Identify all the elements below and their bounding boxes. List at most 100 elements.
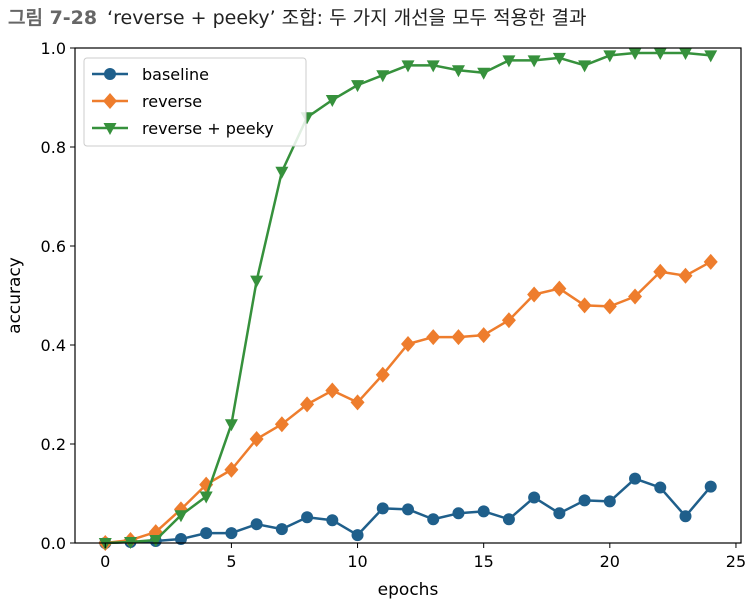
data-point — [476, 327, 491, 344]
legend-label: baseline — [142, 65, 209, 84]
series-baseline — [99, 472, 717, 549]
legend-label: reverse — [142, 92, 202, 111]
data-point — [628, 288, 643, 305]
legend-marker — [104, 68, 116, 80]
data-point — [199, 491, 213, 504]
x-tick-label: 25 — [726, 552, 746, 571]
data-point — [704, 480, 717, 493]
data-point — [629, 472, 642, 485]
data-point — [427, 513, 440, 526]
figure-number: 그림 7-28 — [8, 7, 98, 29]
data-point — [224, 461, 239, 478]
data-point — [274, 416, 289, 433]
data-point — [250, 518, 263, 531]
data-point — [603, 50, 617, 63]
legend-label: reverse + peeky — [142, 119, 274, 138]
data-point — [350, 394, 365, 411]
x-tick-label: 10 — [347, 552, 367, 571]
data-point — [703, 253, 718, 270]
data-point — [552, 280, 567, 297]
data-point — [401, 60, 415, 73]
legend: baseline reverse reverse + peeky — [83, 57, 307, 147]
data-point — [149, 535, 163, 548]
legend-marker — [103, 93, 117, 109]
data-point — [376, 502, 389, 515]
data-point — [174, 510, 188, 523]
x-tick-label: 0 — [100, 552, 110, 571]
data-point — [653, 47, 667, 60]
data-point — [527, 55, 541, 68]
data-point — [426, 60, 440, 73]
legend-entry: reverse — [92, 92, 202, 111]
data-point — [250, 275, 264, 288]
data-point — [275, 166, 289, 179]
data-point — [275, 523, 288, 536]
data-point — [552, 52, 566, 65]
data-point — [326, 514, 339, 527]
data-point — [225, 527, 238, 540]
data-point — [477, 505, 490, 518]
y-tick-label: 0.6 — [41, 237, 66, 256]
data-point — [501, 312, 516, 329]
data-point — [249, 431, 264, 448]
data-point — [477, 67, 491, 80]
data-point — [553, 507, 566, 520]
data-point — [528, 491, 541, 504]
series-line — [105, 260, 712, 545]
y-tick-label: 1.0 — [41, 39, 66, 58]
data-point — [401, 336, 415, 353]
data-point — [376, 70, 390, 83]
y-tick-label: 0.2 — [41, 435, 66, 454]
data-point — [678, 267, 693, 284]
y-axis-label: accuracy — [5, 257, 25, 334]
data-point — [578, 60, 592, 73]
legend-box — [83, 57, 307, 147]
data-point — [402, 503, 414, 516]
data-point — [577, 297, 592, 314]
x-tick-label: 15 — [474, 552, 494, 571]
data-point — [451, 65, 465, 78]
data-point — [603, 495, 616, 508]
data-point — [527, 286, 542, 303]
legend-entry: baseline — [92, 65, 209, 84]
data-point — [351, 80, 365, 93]
data-point — [502, 513, 515, 526]
x-tick-label: 20 — [600, 552, 620, 571]
data-point — [628, 47, 642, 60]
ticks-layer: 0 5 10 15 20 25 0.0 0.2 0.4 0.6 0.8 1.0 — [41, 39, 747, 571]
data-point — [502, 55, 516, 68]
data-point — [351, 529, 364, 542]
data-point — [174, 533, 187, 546]
data-point — [653, 263, 668, 280]
data-point — [578, 494, 591, 507]
plot-frame — [74, 47, 742, 544]
y-tick-label: 0.4 — [41, 336, 66, 355]
data-point — [325, 382, 340, 399]
data-point — [426, 329, 441, 346]
figure-caption: 그림 7-28 ‘reverse + peeky’ 조합: 두 가지 개선을 모두… — [8, 4, 587, 32]
data-point — [300, 396, 315, 413]
y-tick-label: 0.0 — [41, 534, 66, 553]
legend-marker — [103, 123, 117, 135]
data-point — [452, 507, 465, 520]
data-point — [704, 50, 718, 63]
series-layer — [98, 47, 718, 551]
data-point — [301, 511, 314, 524]
data-point — [679, 510, 692, 523]
data-point — [602, 298, 617, 315]
data-point — [679, 47, 692, 60]
data-point — [173, 501, 188, 518]
x-axis-label: epochs — [378, 580, 439, 600]
data-point — [654, 481, 667, 494]
y-tick-label: 0.8 — [41, 138, 66, 157]
series-reverse-peeky — [98, 47, 718, 550]
data-point — [451, 329, 466, 346]
x-tick-label: 5 — [226, 552, 236, 571]
data-point — [375, 366, 390, 383]
data-point — [224, 419, 238, 432]
series-reverse — [98, 253, 718, 551]
data-point — [200, 527, 213, 540]
legend-entry: reverse + peeky — [92, 119, 274, 138]
figure-caption-text: ‘reverse + peeky’ 조합: 두 가지 개선을 모두 적용한 결과 — [107, 7, 587, 29]
